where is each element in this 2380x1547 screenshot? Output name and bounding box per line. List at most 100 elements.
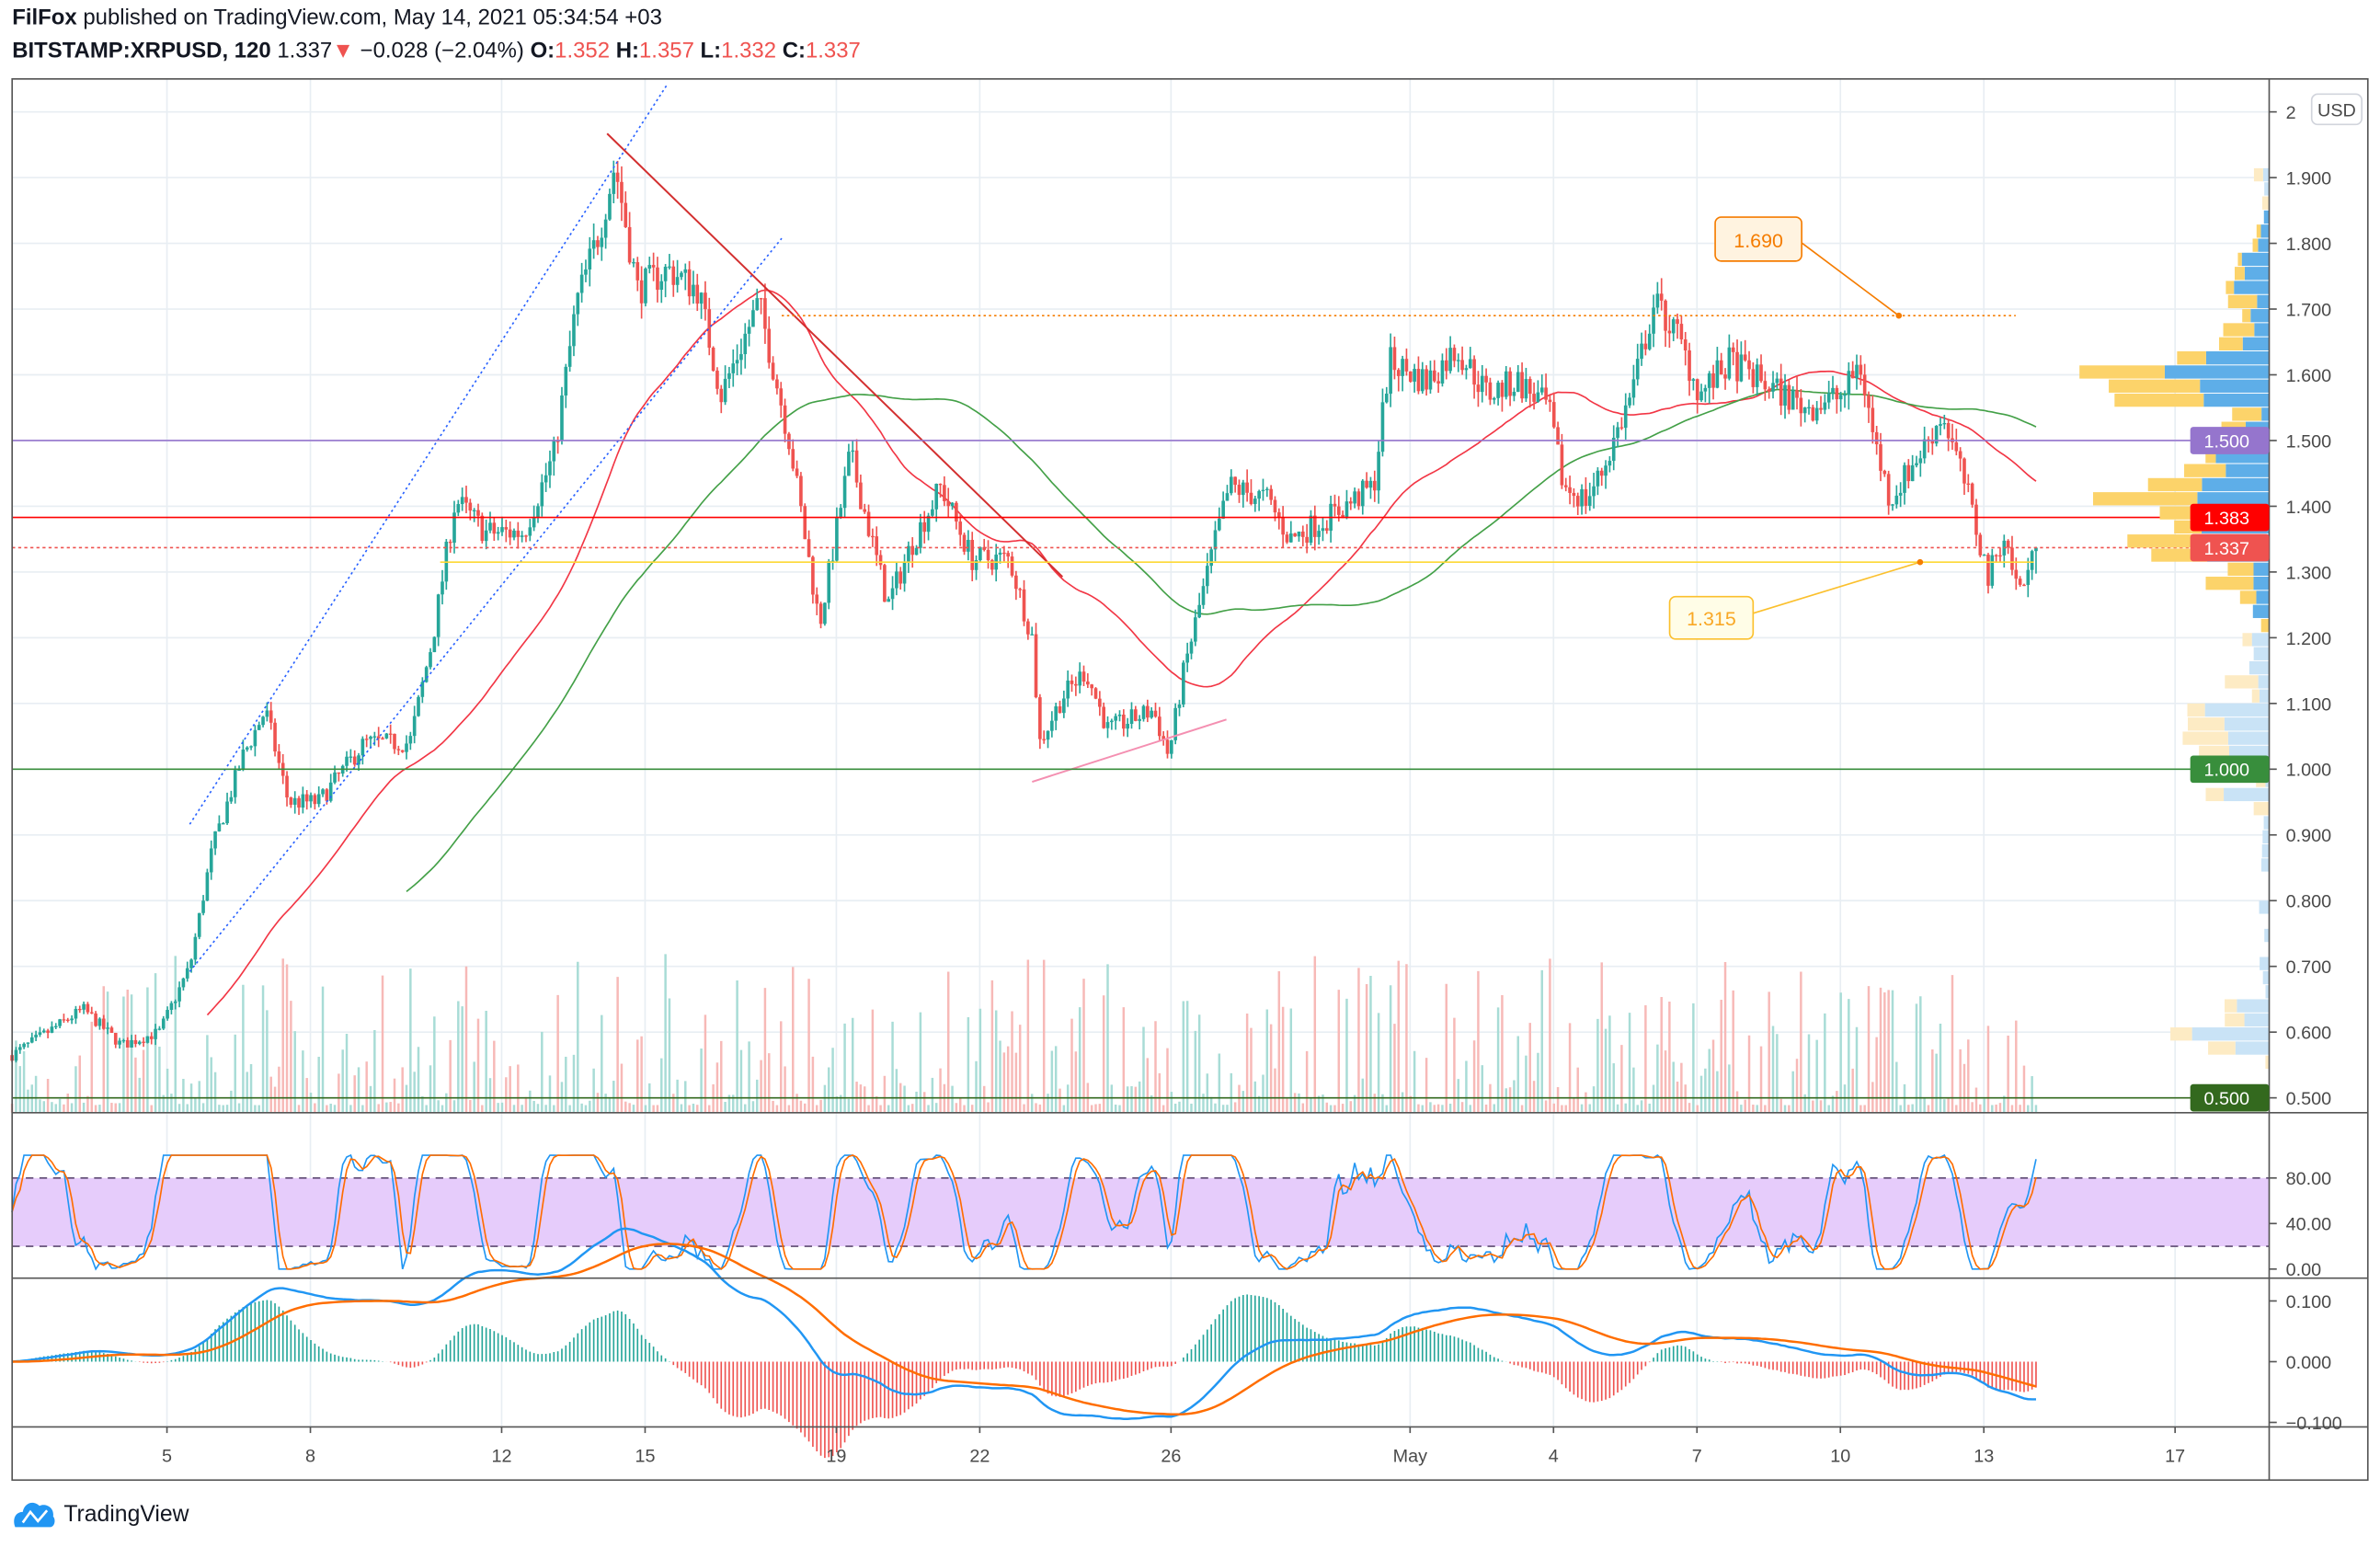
candle [1372, 480, 1377, 491]
candle [1333, 503, 1337, 507]
candle [1384, 394, 1389, 403]
candle [1392, 347, 1397, 371]
candle [663, 267, 668, 281]
candle [1002, 552, 1006, 555]
candle [1683, 338, 1688, 351]
candle [1891, 504, 1894, 506]
candle [823, 602, 827, 625]
candle [1611, 437, 1616, 462]
candle [512, 530, 516, 538]
volume-profile-up-bar [2262, 167, 2270, 182]
candle [552, 441, 556, 462]
candle [1276, 512, 1281, 518]
symbol-name[interactable]: BITSTAMP:XRPUSD, 120 [12, 39, 271, 64]
candle [86, 1003, 90, 1013]
candle [1604, 465, 1608, 476]
candle [851, 450, 855, 453]
currency-badge[interactable]: USD [2310, 93, 2363, 126]
candle [161, 1018, 166, 1029]
candle [1695, 379, 1699, 401]
time-axis-label: 22 [969, 1446, 990, 1466]
candle [771, 362, 775, 380]
candle [707, 309, 712, 349]
volume-profile-up-bar [2235, 1041, 2270, 1055]
candle [233, 770, 237, 797]
candle [1946, 423, 1951, 439]
candle [564, 366, 568, 396]
candle [1297, 531, 1301, 537]
candle [14, 1049, 18, 1061]
candle [919, 521, 922, 548]
candle [388, 733, 393, 735]
candle [1380, 402, 1385, 453]
volume-profile-up-bar [2258, 238, 2270, 252]
candle [1640, 343, 1643, 360]
candle [253, 729, 257, 747]
candle [1054, 705, 1058, 721]
tradingview-brand[interactable]: TradingView [12, 1498, 189, 1529]
channel-upper-line [189, 83, 669, 825]
candle [1225, 493, 1230, 501]
candle [1341, 514, 1344, 519]
volume-profile-down-bar [2177, 350, 2206, 365]
candle [1767, 389, 1771, 392]
candle [615, 172, 620, 182]
candle [1608, 461, 1612, 466]
candle [245, 747, 249, 750]
author-name[interactable]: FilFox [12, 6, 77, 31]
candle [608, 193, 612, 220]
candle [1416, 369, 1421, 392]
candle [1850, 371, 1855, 379]
macd-line [11, 1227, 2036, 1420]
candle [1826, 393, 1831, 403]
candle [1460, 360, 1464, 371]
candle [644, 269, 647, 304]
candle [464, 497, 468, 503]
candle [1182, 662, 1185, 705]
candle [938, 484, 943, 486]
candle [815, 594, 819, 604]
candle [1616, 427, 1619, 438]
candle [1353, 491, 1356, 504]
time-axis-label: 5 [162, 1446, 172, 1466]
callout-1690-label: 1.690 [1734, 230, 1783, 252]
volume-profile-up-bar [2237, 999, 2270, 1013]
candle [895, 571, 898, 589]
volume-profile-down-bar [2232, 407, 2262, 421]
candle [309, 795, 313, 802]
candle [1046, 730, 1050, 740]
candle [1635, 359, 1640, 380]
volume-profile-down-bar [2114, 393, 2204, 407]
candle [1396, 370, 1401, 376]
volume-profile-up-bar [2224, 787, 2270, 802]
candle [1201, 586, 1206, 605]
candle [1413, 369, 1416, 382]
price-level-badge-label: 1.383 [2204, 509, 2250, 529]
candle [1468, 359, 1472, 369]
macd-axis-label: −0.100 [2286, 1414, 2342, 1434]
candle [668, 266, 671, 269]
candle [1401, 359, 1404, 376]
candle [692, 284, 695, 297]
candle [1074, 683, 1078, 686]
candle [292, 797, 297, 805]
candle [133, 1039, 138, 1045]
candle [1631, 379, 1636, 398]
candle [1802, 407, 1807, 414]
candle [759, 298, 763, 300]
volume-profile-down-bar [2223, 323, 2255, 337]
volume-profile-up-bar [2257, 294, 2270, 309]
candle [1779, 378, 1783, 407]
candle [237, 769, 241, 772]
candle [1269, 488, 1273, 500]
volume-profile-up-bar [2259, 900, 2270, 914]
candle [1532, 394, 1536, 402]
candle [1206, 566, 1209, 587]
stoch-rsi-d-line [11, 1154, 2037, 1270]
candle [22, 1043, 26, 1048]
candle [1596, 470, 1600, 487]
candle [1336, 506, 1341, 515]
candle [656, 267, 659, 291]
candle [871, 535, 875, 538]
